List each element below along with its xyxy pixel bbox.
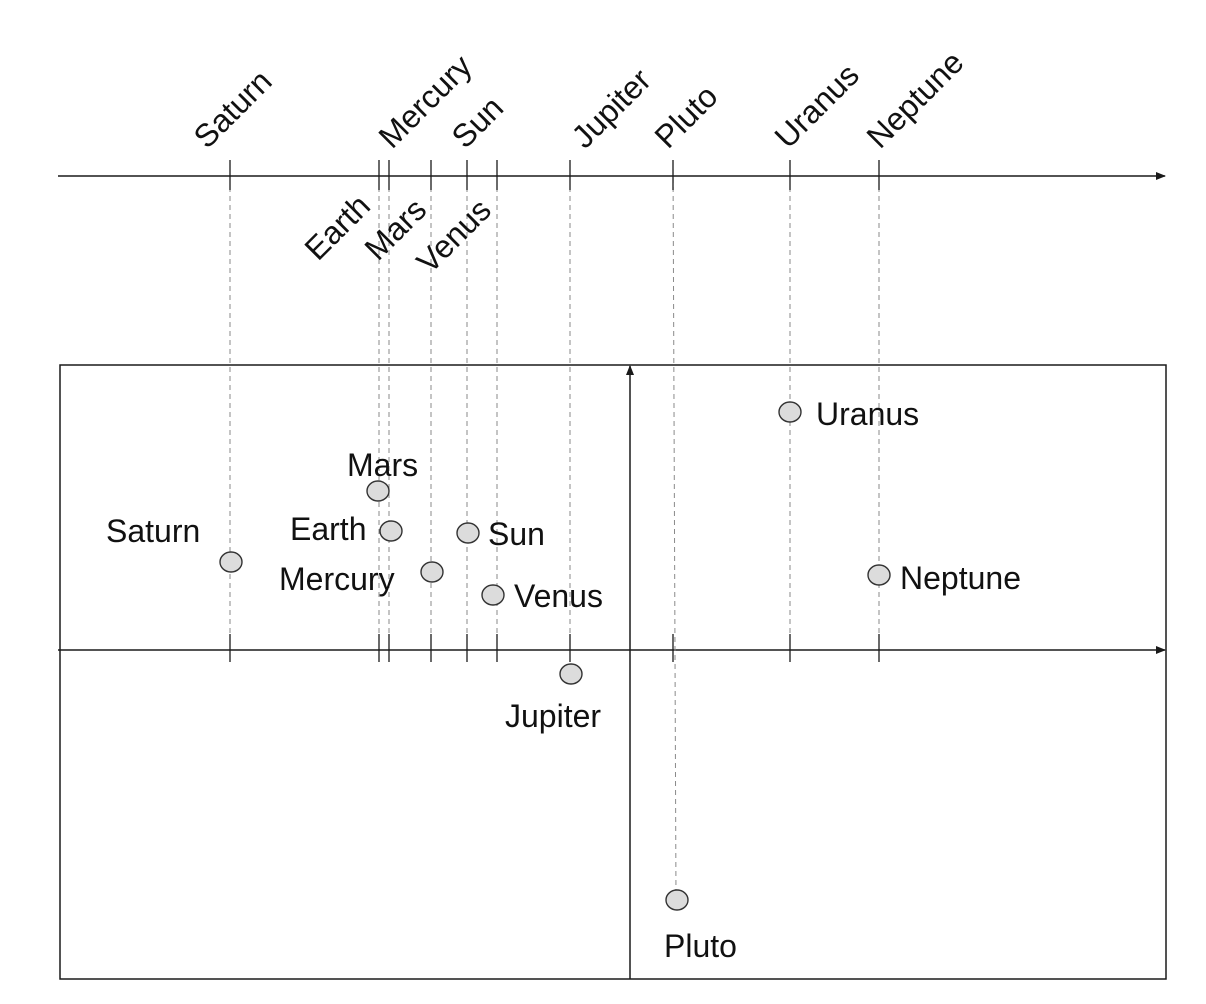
top-label-saturn: Saturn [186, 63, 278, 155]
drop-line-pluto [672, 159, 677, 901]
point-label-venus: Venus [514, 578, 603, 614]
point-label-earth: Earth [290, 511, 366, 547]
point-label-neptune: Neptune [900, 560, 1021, 596]
top-label-venus: Venus [409, 192, 497, 280]
point-saturn [219, 551, 243, 573]
top-label-earth: Earth [297, 187, 377, 267]
top-label-jupiter: Jupiter [564, 61, 658, 155]
top-axis-labels: Saturn Mercury Sun Jupiter Pluto Uranus … [186, 44, 970, 155]
plot-point-labels: Saturn Earth Mars Mercury Sun Venus Jupi… [106, 396, 1021, 964]
point-jupiter [559, 663, 583, 685]
point-mercury [420, 561, 444, 583]
point-label-sun: Sun [488, 516, 545, 552]
top-label-uranus: Uranus [767, 57, 865, 155]
point-pluto [665, 889, 689, 911]
point-neptune [867, 564, 891, 586]
point-label-mercury: Mercury [279, 561, 395, 597]
top-label-pluto: Pluto [647, 78, 724, 155]
plot-frame [59, 364, 1167, 980]
top-axis-lower-labels: Earth Mars Venus [297, 187, 497, 280]
point-mars [366, 480, 390, 502]
point-label-mars: Mars [347, 447, 418, 483]
top-label-neptune: Neptune [859, 44, 970, 155]
point-uranus [778, 401, 802, 423]
plot-points [219, 401, 891, 911]
point-sun [456, 522, 480, 544]
point-venus [481, 584, 505, 606]
point-label-pluto: Pluto [664, 928, 737, 964]
top-label-sun: Sun [444, 89, 510, 155]
point-label-jupiter: Jupiter [505, 698, 601, 734]
point-label-saturn: Saturn [106, 513, 200, 549]
point-label-uranus: Uranus [816, 396, 919, 432]
point-earth [379, 520, 403, 542]
